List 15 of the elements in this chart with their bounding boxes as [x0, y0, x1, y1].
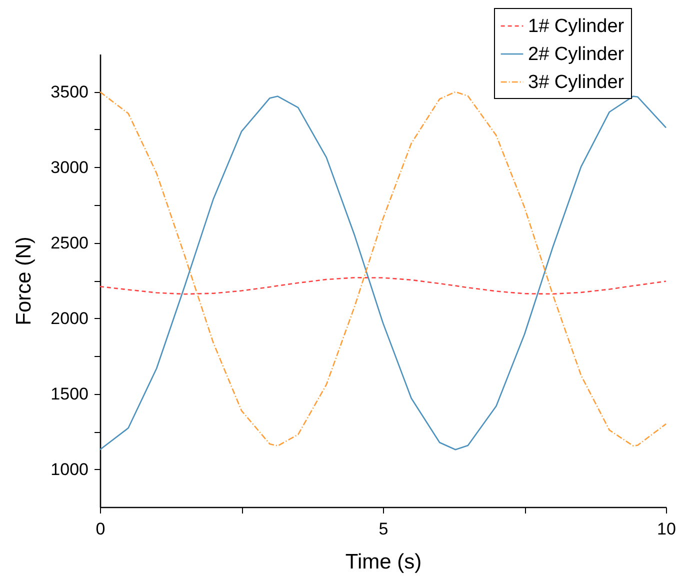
y-tick-label: 3000	[50, 158, 88, 177]
line-series	[99, 276, 667, 295]
x-tick-label: 10	[657, 520, 676, 538]
y-tick-label: 1000	[50, 460, 88, 479]
y-tick-label: 2500	[50, 233, 88, 252]
y-tick-label: 1500	[50, 384, 88, 404]
x-axis-title: Time (s)	[345, 550, 422, 574]
y-axis-title: Force (N)	[12, 236, 36, 326]
legend-label: 3# Cylinder	[528, 72, 625, 93]
legend-label: 1# Cylinder	[528, 16, 625, 37]
x-tick-label: 5	[378, 520, 388, 538]
x-tick-label: 0	[96, 520, 106, 538]
y-tick-label: 3500	[50, 82, 88, 102]
y-tick-label: 2000	[50, 308, 88, 328]
legend-label: 2# Cylinder	[528, 44, 625, 65]
